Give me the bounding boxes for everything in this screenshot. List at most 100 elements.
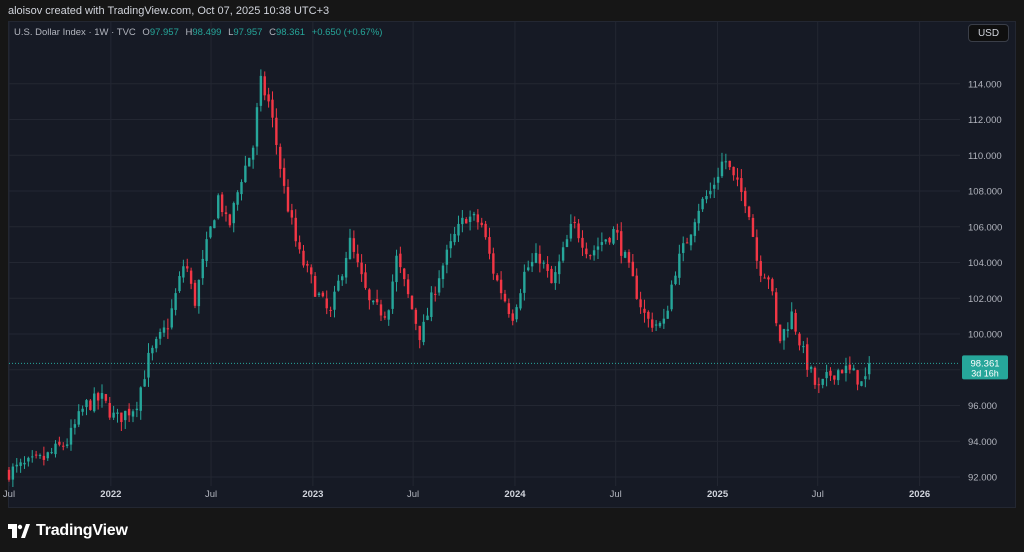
candle-body bbox=[151, 347, 154, 354]
candle-body bbox=[42, 455, 46, 460]
candle-body bbox=[178, 276, 181, 292]
candle-body bbox=[813, 367, 817, 385]
y-tick-label: 106.000 bbox=[968, 222, 1002, 233]
chart-panel[interactable] bbox=[8, 21, 1016, 508]
change-value: +0.650 (+0.67%) bbox=[311, 27, 383, 38]
candle-body bbox=[31, 456, 34, 458]
candle-body bbox=[856, 370, 859, 385]
last-price-badge bbox=[962, 355, 1008, 380]
candle-body bbox=[809, 366, 813, 369]
candle-body bbox=[213, 220, 216, 229]
candle-body bbox=[344, 257, 348, 278]
candle-body bbox=[782, 329, 786, 341]
candle-body bbox=[155, 339, 158, 349]
candle-body bbox=[286, 187, 290, 212]
x-tick-label: Jul bbox=[610, 489, 622, 500]
candle-body bbox=[73, 424, 77, 428]
candle-body bbox=[728, 160, 731, 168]
candle-body bbox=[840, 370, 844, 374]
candle-body bbox=[205, 239, 208, 262]
candle-body bbox=[69, 427, 73, 445]
candle-body bbox=[325, 298, 328, 309]
open-value: 97.957 bbox=[149, 27, 179, 38]
low-label: L bbox=[228, 27, 234, 38]
candle-body bbox=[34, 454, 38, 456]
candles-group bbox=[7, 69, 871, 487]
candle-body bbox=[747, 206, 751, 218]
candle-body bbox=[127, 408, 131, 416]
candle-body bbox=[143, 379, 146, 387]
candle-body bbox=[635, 275, 638, 299]
candle-body bbox=[705, 195, 708, 200]
candle-body bbox=[189, 270, 193, 284]
candle-body bbox=[89, 400, 92, 410]
candle-body bbox=[596, 246, 600, 250]
candle-body bbox=[147, 352, 150, 378]
candle-body bbox=[434, 293, 437, 295]
candle-body bbox=[236, 192, 239, 205]
candle-body bbox=[515, 307, 518, 320]
candle-body bbox=[484, 223, 487, 238]
candle-body bbox=[321, 292, 325, 297]
candle-body bbox=[558, 261, 561, 275]
candle-body bbox=[666, 310, 669, 319]
candle-body bbox=[554, 272, 557, 284]
candle-body bbox=[616, 229, 619, 233]
symbol-name[interactable]: U.S. Dollar Index · 1W · TVC bbox=[14, 27, 136, 38]
candle-body bbox=[523, 271, 526, 293]
candle-body bbox=[620, 231, 623, 256]
candle-body bbox=[259, 75, 263, 106]
candle-body bbox=[395, 255, 398, 283]
candle-body bbox=[282, 167, 286, 186]
candle-body bbox=[124, 410, 127, 421]
candle-body bbox=[623, 252, 627, 258]
candle-body bbox=[81, 408, 84, 412]
candle-body bbox=[158, 331, 162, 339]
currency-button[interactable]: USD bbox=[968, 24, 1009, 42]
x-tick-label: 2022 bbox=[100, 489, 121, 500]
candle-body bbox=[678, 253, 681, 278]
candle-body bbox=[306, 263, 309, 266]
candle-body bbox=[759, 261, 762, 276]
candle-body bbox=[372, 300, 375, 303]
candle-body bbox=[430, 292, 433, 317]
candle-body bbox=[193, 282, 197, 306]
candle-body bbox=[46, 452, 49, 459]
candle-body bbox=[542, 262, 545, 264]
candle-body bbox=[461, 217, 464, 225]
candle-body bbox=[503, 293, 507, 302]
candle-body bbox=[437, 278, 441, 293]
candle-body bbox=[651, 319, 654, 328]
candle-body bbox=[422, 321, 425, 343]
candle-body bbox=[480, 222, 483, 226]
candle-body bbox=[135, 408, 139, 411]
candle-body bbox=[379, 304, 383, 316]
candle-body bbox=[217, 195, 220, 219]
candle-body bbox=[131, 411, 135, 417]
candle-body bbox=[360, 262, 363, 275]
candle-body bbox=[108, 403, 111, 418]
x-tick-label: Jul bbox=[407, 489, 419, 500]
candle-body bbox=[58, 441, 61, 445]
candle-body bbox=[170, 308, 173, 328]
candle-body bbox=[65, 444, 69, 446]
candle-body bbox=[817, 384, 821, 386]
y-tick-label: 92.000 bbox=[968, 473, 997, 484]
footer-logo[interactable]: TradingView bbox=[8, 520, 128, 542]
candle-body bbox=[798, 333, 801, 346]
candle-body bbox=[228, 214, 232, 226]
candle-body bbox=[7, 469, 11, 480]
candle-body bbox=[244, 165, 247, 183]
candle-body bbox=[182, 266, 185, 278]
candle-body bbox=[573, 221, 576, 223]
candle-body bbox=[38, 454, 42, 456]
candle-body bbox=[685, 242, 689, 244]
candle-body bbox=[294, 217, 297, 242]
x-tick-label: Jul bbox=[205, 489, 217, 500]
x-tick-label: 2025 bbox=[707, 489, 729, 500]
candle-body bbox=[445, 249, 449, 265]
candle-body bbox=[534, 253, 538, 263]
tradingview-logo-icon bbox=[8, 524, 30, 538]
candle-body bbox=[643, 308, 646, 313]
